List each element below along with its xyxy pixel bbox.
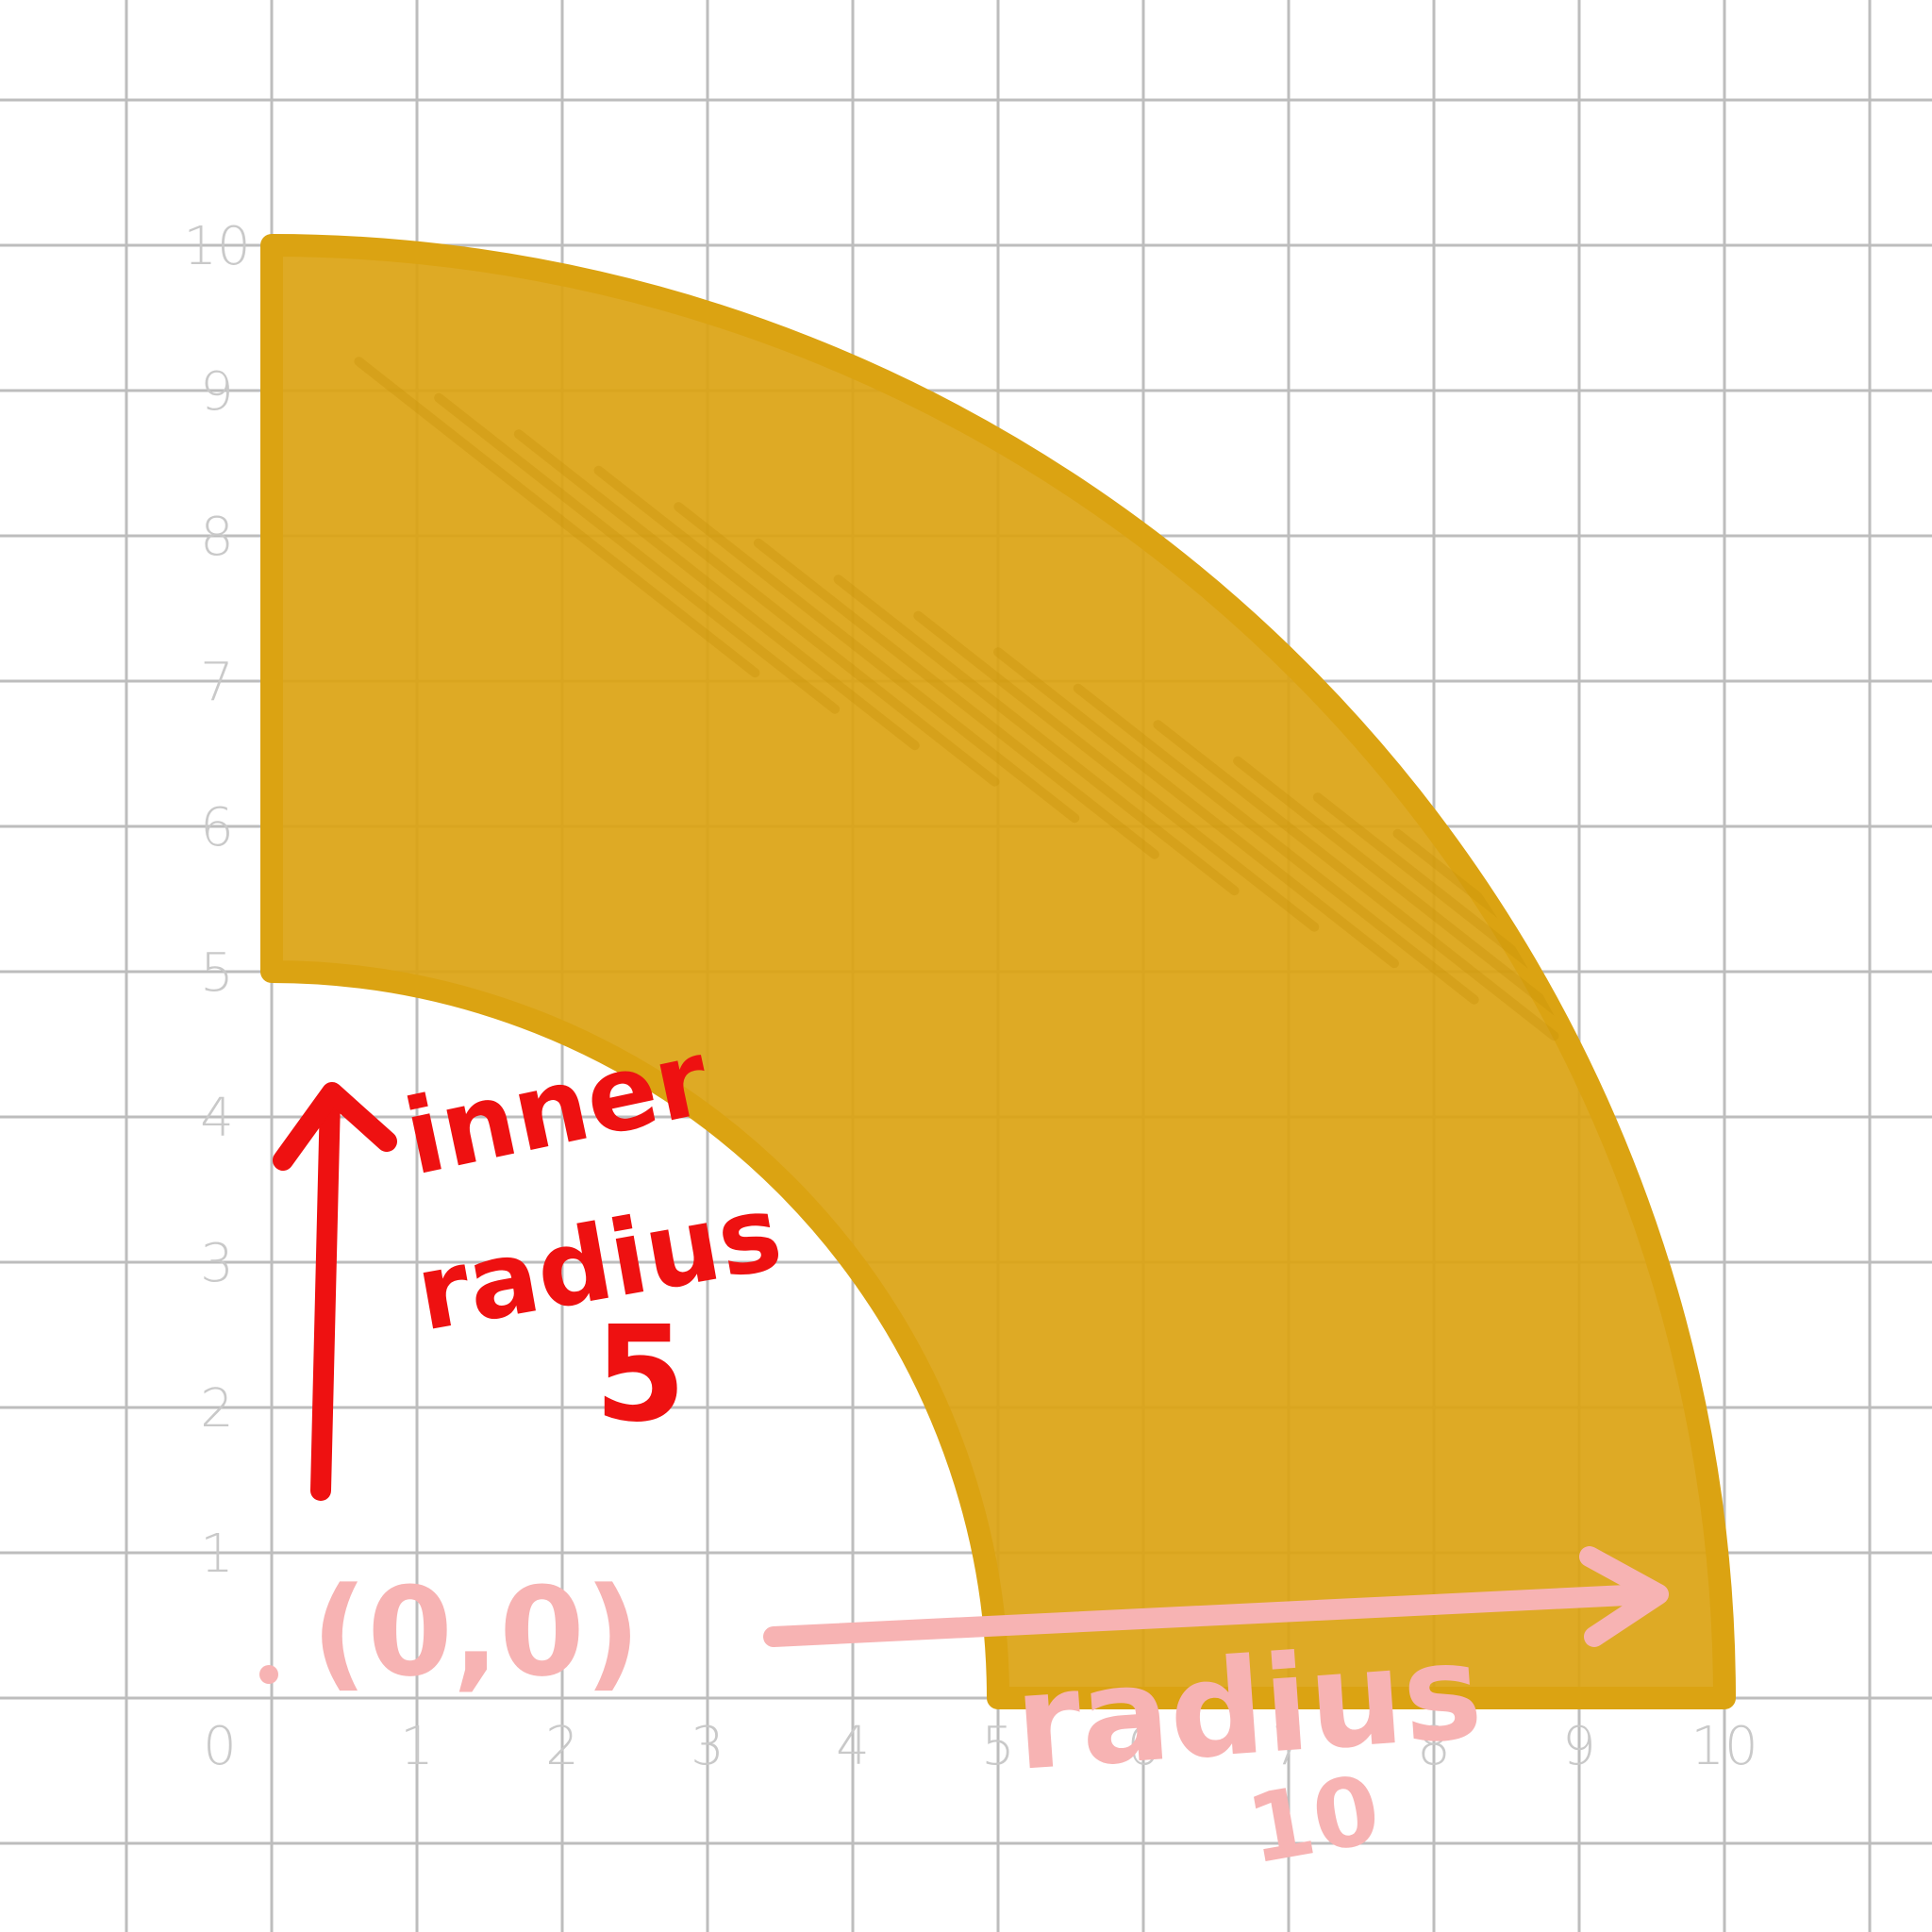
hatch-stroke: [833, 575, 1240, 896]
hatch-stroke: [513, 429, 920, 751]
inner-label-line1: inner: [395, 1017, 719, 1198]
y-tick-label: 7: [200, 652, 234, 713]
y-tick-label: 2: [200, 1378, 234, 1440]
y-tick-label: 5: [200, 942, 234, 1004]
hatch-stroke: [354, 357, 760, 678]
x-tick-label: 1: [400, 1716, 434, 1777]
x-tick-label: 4: [836, 1716, 870, 1777]
x-tick-label: 10: [1690, 1716, 1757, 1777]
hatch-stroke: [993, 647, 1399, 969]
inner-radius-arrow: [273, 1082, 397, 1501]
y-axis-labels: 1 2 3 4 5 6 7 8 9 10: [183, 216, 250, 1585]
x-tick-label: 8: [1417, 1716, 1451, 1777]
y-tick-label: 9: [200, 361, 234, 423]
hatch-stroke: [434, 392, 841, 714]
hatch-stroke: [913, 610, 1320, 932]
y-tick-label: 10: [183, 216, 250, 277]
x-tick-label: 3: [691, 1716, 724, 1777]
outer-value: 10: [1240, 1754, 1388, 1885]
y-tick-label: 3: [200, 1233, 234, 1294]
outer-radius-arrow: [763, 1546, 1669, 1647]
x-tick-label: 7: [1272, 1716, 1306, 1777]
y-tick-label: 6: [200, 797, 234, 858]
x-tick-label: 2: [545, 1716, 579, 1777]
y-tick-label: 1: [200, 1524, 234, 1585]
hatch-stroke: [753, 538, 1159, 859]
sector-fill: [260, 234, 1736, 1709]
origin-dot: [259, 1665, 278, 1684]
x-tick-label: 6: [1126, 1716, 1160, 1777]
inner-value: 5: [594, 1298, 686, 1452]
y-tick-label: 8: [200, 507, 234, 568]
y-tick-label: 4: [200, 1088, 234, 1149]
hatch-stroke: [593, 465, 1000, 787]
x-tick-label: 5: [981, 1716, 1015, 1777]
x-tick-label: 9: [1562, 1716, 1596, 1777]
origin-label: (0,0): [311, 1560, 641, 1704]
hatch-stroke: [1153, 720, 1559, 1041]
outer-label: radius: [1010, 1615, 1487, 1801]
hatch-stroke: [1073, 683, 1479, 1005]
x-tick-label: 0: [203, 1716, 237, 1777]
x-axis-labels: 0 1 2 3 4 5 6 7 8 9 10: [203, 1716, 1757, 1777]
hatch-stroke: [674, 502, 1080, 824]
